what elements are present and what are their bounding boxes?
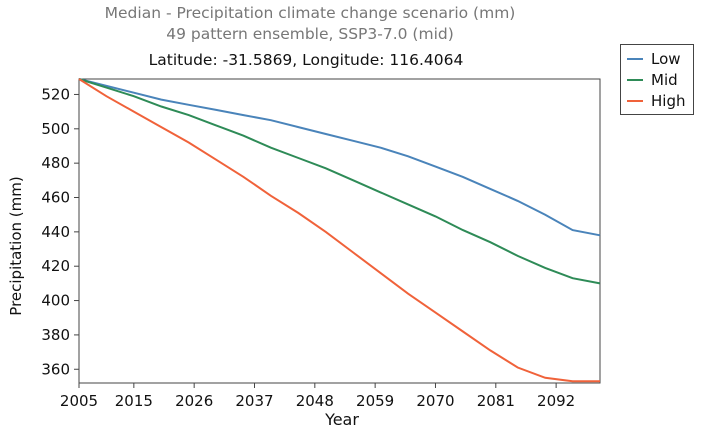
chart-title: Median - Precipitation climate change sc… xyxy=(104,4,516,22)
y-tick-label: 360 xyxy=(41,360,70,378)
location-label: Latitude: -31.5869, Longitude: 116.4064 xyxy=(148,51,464,69)
legend-label-low: Low xyxy=(651,50,681,68)
legend: Low Mid High xyxy=(620,44,694,115)
x-tick-label: 2059 xyxy=(356,392,394,410)
series-line-low xyxy=(78,78,601,237)
x-tick-label: 2070 xyxy=(416,392,454,410)
series-line-mid xyxy=(78,78,601,285)
series-line-high xyxy=(78,78,600,383)
legend-swatch-mid xyxy=(627,79,643,81)
y-tick-label: 400 xyxy=(41,292,70,310)
y-tick-label: 500 xyxy=(41,120,70,138)
x-tick-label: 2015 xyxy=(115,392,153,410)
x-tick-label: 2048 xyxy=(296,392,334,410)
y-tick-label: 480 xyxy=(41,154,70,172)
y-tick-label: 520 xyxy=(41,85,70,103)
y-tick-label: 460 xyxy=(41,189,70,207)
x-axis-label: Year xyxy=(324,410,359,429)
legend-swatch-low xyxy=(627,58,643,60)
x-tick-label: 2037 xyxy=(235,392,273,410)
y-tick-label: 420 xyxy=(41,257,70,275)
y-tick-label: 440 xyxy=(41,223,70,241)
x-tick-label: 2081 xyxy=(477,392,515,410)
y-tick-label: 380 xyxy=(41,326,70,344)
x-tick-label: 2092 xyxy=(537,392,575,410)
y-axis-label: Precipitation (mm) xyxy=(7,176,25,315)
legend-swatch-high xyxy=(627,100,643,102)
chart-subtitle: 49 pattern ensemble, SSP3-7.0 (mid) xyxy=(166,25,454,43)
legend-item-low: Low xyxy=(627,49,681,69)
legend-item-mid: Mid xyxy=(627,70,678,90)
x-tick-label: 2026 xyxy=(175,392,213,410)
x-tick-label: 2005 xyxy=(60,392,98,410)
legend-item-high: High xyxy=(627,91,685,111)
legend-label-high: High xyxy=(651,92,686,110)
legend-label-mid: Mid xyxy=(651,71,678,89)
